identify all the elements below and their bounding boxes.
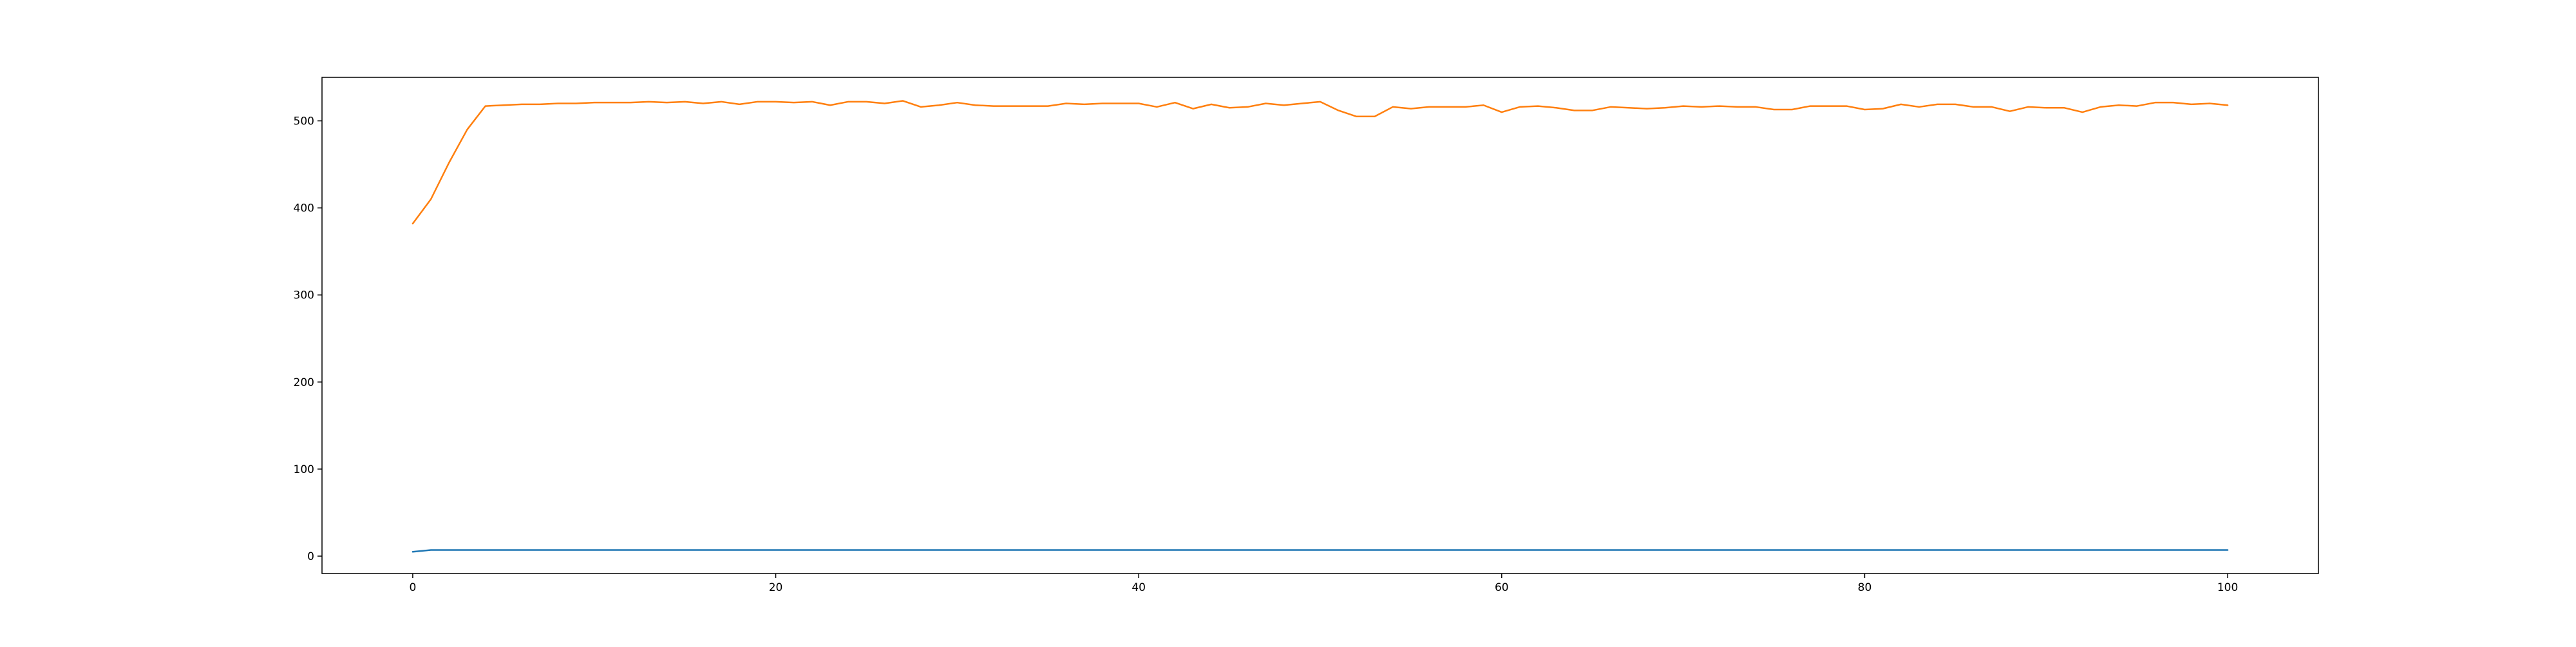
y-tick-label: 500 (294, 115, 314, 128)
series-layer (412, 100, 2229, 553)
x-tick-label: 60 (1495, 581, 1509, 594)
y-tick-label: 200 (294, 376, 314, 389)
x-tick-label: 0 (409, 581, 416, 594)
series-line-1 (412, 549, 2229, 553)
x-tick-label: 20 (769, 581, 783, 594)
y-tick-label: 400 (294, 202, 314, 215)
series-line-2 (412, 100, 2229, 225)
y-tick-label: 100 (294, 463, 314, 476)
x-tick-label: 80 (1858, 581, 1872, 594)
x-axis: 0 20 40 60 80 100 (409, 574, 2238, 594)
y-axis: 0 100 200 300 400 500 (294, 115, 322, 563)
y-tick-label: 0 (307, 550, 314, 563)
x-tick-label: 40 (1132, 581, 1146, 594)
plot-frame (321, 77, 2319, 574)
x-tick-label: 100 (2217, 581, 2238, 594)
y-tick-label: 300 (294, 289, 314, 302)
